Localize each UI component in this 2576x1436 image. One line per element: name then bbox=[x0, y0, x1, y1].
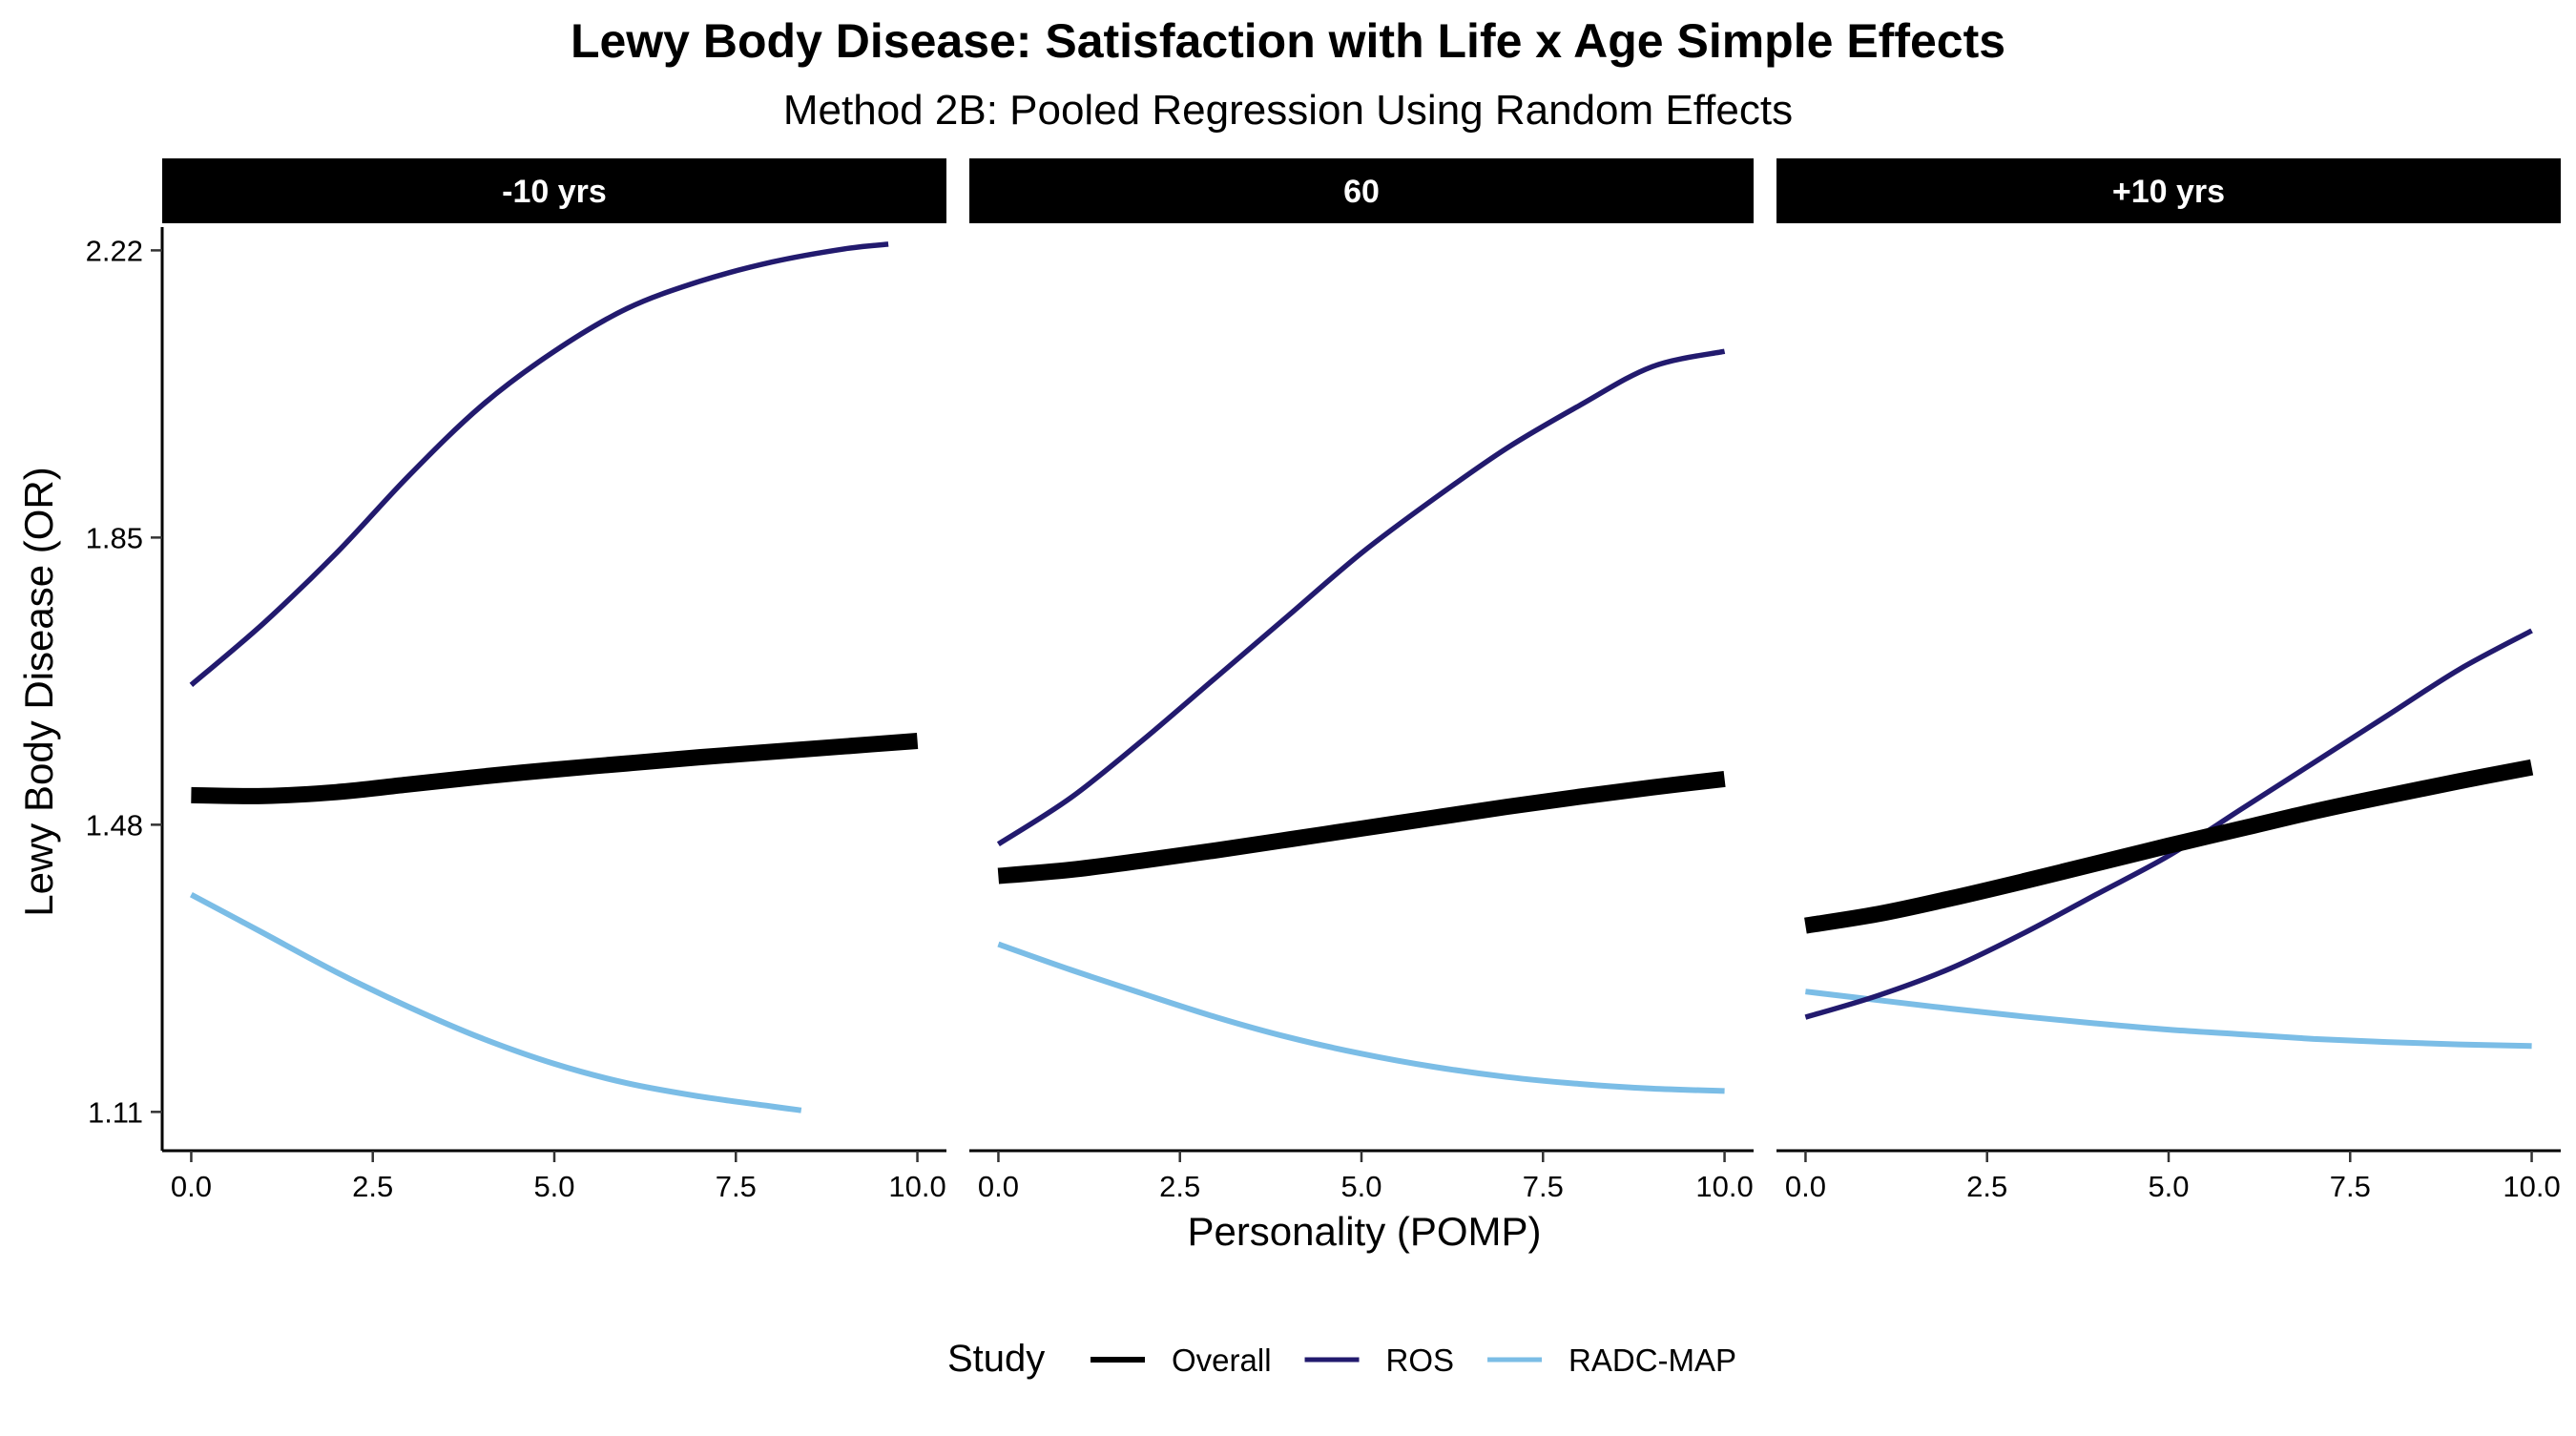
y-tick-label: 1.11 bbox=[88, 1095, 143, 1129]
legend-label: RADC-MAP bbox=[1568, 1342, 1736, 1378]
x-tick-label: 7.5 bbox=[2330, 1170, 2371, 1203]
legend-label: Overall bbox=[1172, 1342, 1272, 1378]
facet-strip-label: 60 bbox=[1343, 174, 1380, 210]
facet-strip bbox=[1776, 158, 2561, 223]
panel-2: +10 yrs 0.0 2.5 5.0 7.5 10.0 bbox=[1776, 158, 2561, 1203]
series-line-overall bbox=[191, 733, 919, 804]
x-tick-label: 10.0 bbox=[888, 1170, 945, 1203]
x-tick-label: 0.0 bbox=[1785, 1170, 1826, 1203]
y-tick-label: 1.85 bbox=[86, 521, 143, 554]
facet-strip bbox=[162, 158, 946, 223]
x-tick-label: 5.0 bbox=[533, 1170, 574, 1203]
chart-title: Lewy Body Disease: Satisfaction with Lif… bbox=[571, 14, 2005, 68]
x-axis-title: Personality (POMP) bbox=[1187, 1209, 1541, 1254]
x-tick-label: 2.5 bbox=[352, 1170, 393, 1203]
legend-item-ros: ROS bbox=[1304, 1342, 1455, 1378]
series-line-radc-map bbox=[1805, 989, 2532, 1050]
series-line-overall bbox=[1804, 759, 2534, 934]
legend-item-overall: Overall bbox=[1091, 1342, 1272, 1378]
x-tick-label: 2.5 bbox=[1966, 1170, 2007, 1203]
x-tick-label: 5.0 bbox=[2148, 1170, 2189, 1203]
panel-1: 60 0.0 2.5 5.0 7.5 10.0 bbox=[969, 158, 1754, 1203]
chart-subtitle: Method 2B: Pooled Regression Using Rando… bbox=[783, 87, 1793, 134]
y-tick-label: 2.22 bbox=[86, 234, 143, 267]
x-tick-label: 5.0 bbox=[1340, 1170, 1381, 1203]
x-tick-label: 0.0 bbox=[978, 1170, 1019, 1203]
series-line-radc-map bbox=[190, 891, 802, 1113]
panel-0: -10 yrs 1.11 1.48 1.85 2.22 0.0 2.5 5.0 7.5 10.0 bbox=[86, 158, 946, 1203]
facet-strip-label: +10 yrs bbox=[2112, 174, 2225, 210]
legend: Study Overall ROS RADC-MAP bbox=[947, 1338, 1736, 1380]
legend-label: ROS bbox=[1386, 1342, 1455, 1378]
series-line-ros bbox=[1804, 628, 2533, 1020]
x-tick-label: 0.0 bbox=[171, 1170, 212, 1203]
legend-item-radc-map: RADC-MAP bbox=[1487, 1342, 1736, 1378]
series-line-overall bbox=[997, 770, 1726, 884]
legend-title: Study bbox=[947, 1338, 1045, 1380]
x-tick-label: 10.0 bbox=[1695, 1170, 1753, 1203]
series-line-ros bbox=[189, 241, 889, 687]
x-tick-label: 10.0 bbox=[2503, 1170, 2560, 1203]
y-axis-title: Lewy Body Disease (OR) bbox=[16, 467, 61, 917]
y-tick-label: 1.48 bbox=[86, 808, 143, 842]
x-tick-label: 2.5 bbox=[1159, 1170, 1200, 1203]
series-line-ros bbox=[996, 348, 1726, 847]
facet-strip-label: -10 yrs bbox=[502, 174, 607, 210]
series-line-radc-map bbox=[997, 941, 1725, 1094]
x-tick-label: 7.5 bbox=[716, 1170, 757, 1203]
facet-strip bbox=[969, 158, 1754, 223]
x-tick-label: 7.5 bbox=[1523, 1170, 1564, 1203]
